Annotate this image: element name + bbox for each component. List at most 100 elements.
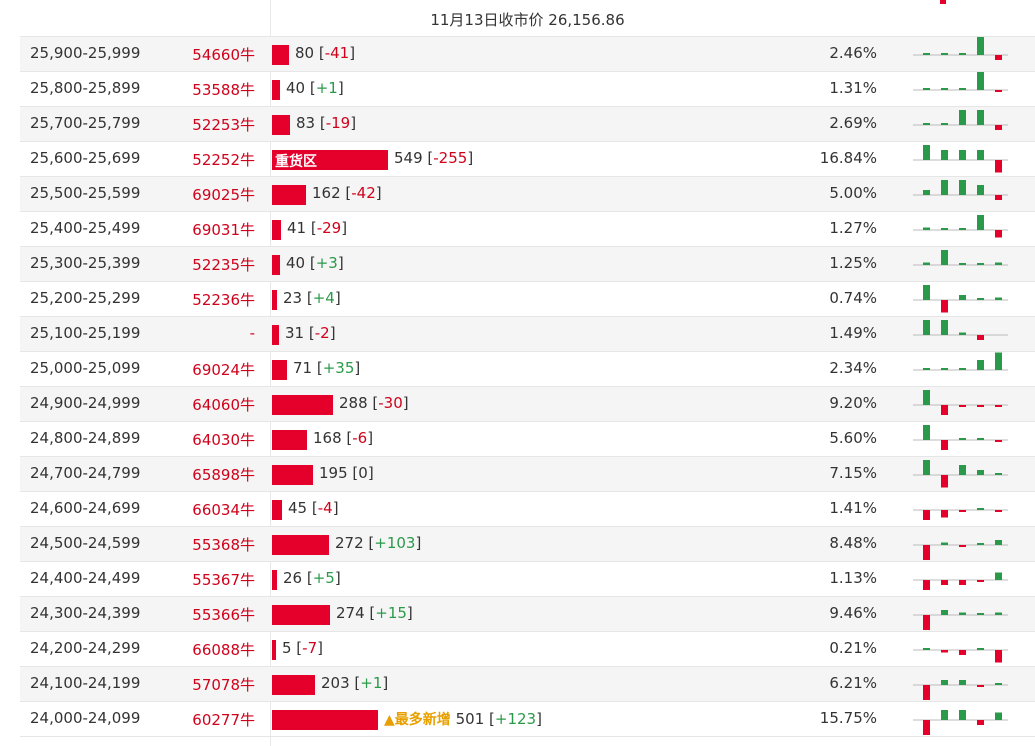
quantity-value: 549 [ (394, 149, 434, 167)
cbbc-code-link[interactable]: 57078牛 (192, 676, 255, 694)
spark-bar (959, 110, 966, 125)
spark-bar (995, 440, 1002, 442)
cbbc-code-link[interactable]: 69024牛 (192, 361, 255, 379)
cbbc-code-link[interactable]: 52253牛 (192, 116, 255, 134)
spark-bar (995, 612, 1002, 615)
quantity-count: 31 [-2] (285, 324, 336, 342)
spark-bar (977, 508, 984, 510)
bracket: ] (350, 114, 357, 132)
quantity-change: -42 (351, 184, 376, 202)
trend-sparkline (913, 215, 1008, 238)
cbbc-code-link[interactable]: 69025牛 (192, 186, 255, 204)
spark-bar (995, 160, 1002, 173)
percentage: 9.20% (829, 394, 877, 412)
quantity-change: -41 (324, 44, 350, 62)
table-row[interactable]: 25,400-25,499 69031牛 41 [-29] 1.27% (20, 212, 1035, 247)
spark-bar (995, 572, 1002, 580)
cbbc-code-link[interactable]: 66034牛 (192, 501, 255, 519)
quantity-bar (272, 290, 277, 310)
cbbc-code-link[interactable]: 52236牛 (192, 291, 255, 309)
strike-range: 24,400-24,499 (30, 569, 141, 587)
percentage: 5.00% (829, 184, 877, 202)
cbbc-code-link[interactable]: 55368牛 (192, 536, 255, 554)
strike-range: 24,900-24,999 (30, 394, 141, 412)
quantity-change: +15 (375, 604, 407, 622)
spark-bar (959, 680, 966, 685)
spark-bar (941, 180, 948, 195)
cbbc-code-link[interactable]: 64030牛 (192, 431, 255, 449)
quantity-value: 288 [ (339, 394, 379, 412)
table-row[interactable]: 24,100-24,199 57078牛 203 [+1] 6.21% (20, 667, 1035, 702)
spark-bar (923, 460, 930, 475)
bracket: ] (402, 394, 409, 412)
quantity-value: 45 [ (288, 499, 318, 517)
table-row[interactable]: 24,800-24,899 64030牛 168 [-6] 5.60% (20, 422, 1035, 457)
table-row[interactable]: 25,600-25,699 52252牛 重货区 549 [-255] 16.84% (20, 142, 1035, 177)
table-row[interactable]: 24,200-24,299 66088牛 5 [-7] 0.21% (20, 632, 1035, 667)
cbbc-code-link[interactable]: 53588牛 (192, 81, 255, 99)
quantity-change: +5 (312, 569, 335, 587)
table-row[interactable]: 24,300-24,399 55366牛 274 [+15] 9.46% (20, 597, 1035, 632)
most-added-note: ▲最多新增 (384, 712, 456, 728)
spark-bar (977, 263, 984, 265)
table-row[interactable]: 24,500-24,599 55368牛 272 [+103] 8.48% (20, 527, 1035, 562)
table-row[interactable]: 25,100-25,199 - 31 [-2] 1.49% (20, 317, 1035, 352)
quantity-change: +123 (494, 710, 537, 728)
cbbc-code-link[interactable]: 52235牛 (192, 256, 255, 274)
table-row[interactable]: 24,700-24,799 65898牛 195 [0] 7.15% (20, 457, 1035, 492)
quantity-count: 168 [-6] (313, 429, 373, 447)
quantity-bar (272, 45, 289, 65)
spark-bar (923, 227, 930, 230)
cbbc-code-link[interactable]: 54660牛 (192, 46, 255, 64)
spark-bar (959, 405, 966, 407)
cbbc-code-link[interactable]: 69031牛 (192, 221, 255, 239)
close-price-title: 11月13日收市价 26,156.86 (430, 11, 625, 29)
quantity-bar (272, 675, 315, 695)
bracket: ] (334, 289, 341, 307)
table-row[interactable]: 25,000-25,099 69024牛 71 [+35] 2.34% (20, 352, 1035, 387)
table-row[interactable]: 25,500-25,599 69025牛 162 [-42] 5.00% (20, 177, 1035, 212)
table-row[interactable]: 25,200-25,299 52236牛 23 [+4] 0.74% (20, 282, 1035, 317)
table-row[interactable]: 24,900-24,999 64060牛 288 [-30] 9.20% (20, 387, 1035, 422)
bracket: ] (406, 604, 413, 622)
column-divider (270, 0, 271, 746)
strike-range: 24,500-24,599 (30, 534, 141, 552)
quantity-count: ▲最多新增 501 [+123] (384, 709, 542, 729)
spark-bar (923, 145, 930, 160)
cbbc-code-link[interactable]: 64060牛 (192, 396, 255, 414)
spark-bar (941, 680, 948, 685)
table-row[interactable]: 25,300-25,399 52235牛 40 [+3] 1.25% (20, 247, 1035, 282)
spark-bar (977, 72, 984, 90)
quantity-bar (272, 80, 280, 100)
trend-sparkline (913, 648, 1008, 663)
quantity-count: 26 [+5] (283, 569, 341, 587)
quantity-value: 41 [ (287, 219, 317, 237)
table-row[interactable]: 25,700-25,799 52253牛 83 [-19] 2.69% (20, 107, 1035, 142)
spark-bar (977, 335, 984, 340)
quantity-count: 40 [+3] (286, 254, 344, 272)
header-row: 11月13日收市价 26,156.86 (20, 0, 1035, 37)
strike-range: 24,200-24,299 (30, 639, 141, 657)
spark-bar (995, 90, 1002, 92)
spark-bar (977, 298, 984, 300)
table-row[interactable]: 24,600-24,699 66034牛 45 [-4] 1.41% (20, 492, 1035, 527)
spark-bar (941, 320, 948, 335)
quantity-bar (272, 500, 282, 520)
table-row[interactable]: 25,900-25,999 54660牛 80 [-41] 2.46% (20, 37, 1035, 72)
cbbc-code-link[interactable]: 65898牛 (192, 466, 255, 484)
cbbc-code-link[interactable]: 60277牛 (192, 711, 255, 729)
spark-bar (941, 368, 948, 370)
table-row[interactable]: 24,000-24,099 60277牛 ▲最多新增 501 [+123] 15.75… (20, 702, 1035, 737)
percentage: 7.15% (829, 464, 877, 482)
cbbc-code-link[interactable]: 55367牛 (192, 571, 255, 589)
cbbc-code-link[interactable]: 55366牛 (192, 606, 255, 624)
spark-bar (923, 88, 930, 90)
table-row[interactable]: 25,800-25,899 53588牛 40 [+1] 1.31% (20, 72, 1035, 107)
cbbc-code-link[interactable]: 66088牛 (192, 641, 255, 659)
strike-range: 25,100-25,199 (30, 324, 141, 342)
quantity-count: 83 [-19] (296, 114, 356, 132)
quantity-value: 83 [ (296, 114, 326, 132)
table-row[interactable]: 24,400-24,499 55367牛 26 [+5] 1.13% (20, 562, 1035, 597)
cbbc-code-link[interactable]: 52252牛 (192, 151, 255, 169)
spark-bar (941, 440, 948, 450)
